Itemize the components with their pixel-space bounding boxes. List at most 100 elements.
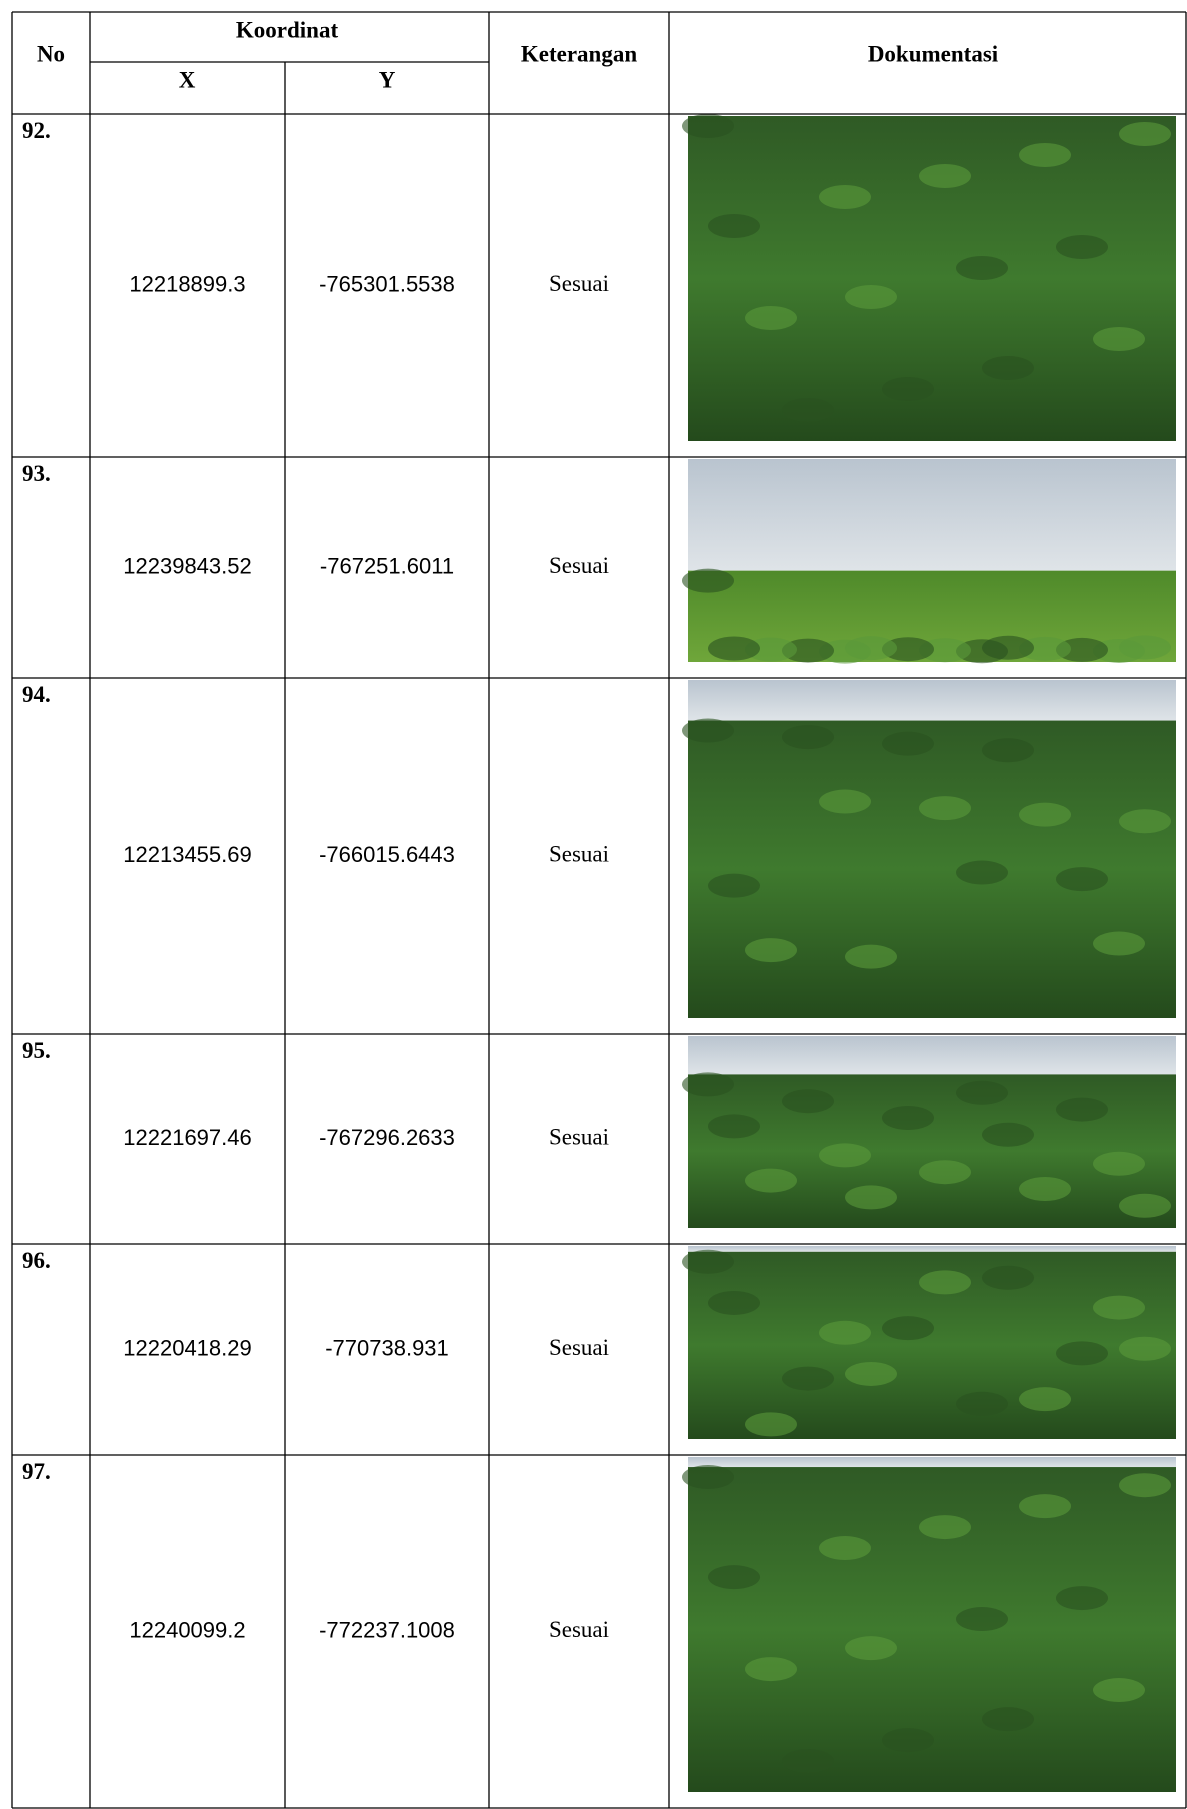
photo-leaf [682,568,734,593]
coord-y: -770738.931 [325,1335,449,1360]
photo-leaf [956,1080,1008,1105]
coord-y: -772237.1008 [319,1617,455,1642]
photo-leaf [708,873,760,898]
photo-leaf [682,1249,734,1274]
header-koordinat: Koordinat [236,17,339,42]
photo-leaf [1093,327,1145,351]
photo-leaf [745,1168,797,1193]
photo-leaf [1019,1494,1071,1519]
photo-leaf [956,1607,1008,1632]
photo-leaf [845,1636,897,1661]
header-y: Y [379,67,396,92]
photo-leaf [1056,235,1108,259]
header-no: No [37,41,65,66]
photo-leaf [919,796,971,821]
photo-leaf [682,1465,734,1490]
photo-leaf [845,285,897,309]
photo-leaf [1119,1473,1171,1498]
keterangan: Sesuai [549,841,609,866]
coord-x: 12239843.52 [123,553,251,578]
photo-leaf [745,1657,797,1682]
photo-leaf [919,1515,971,1540]
photo-leaf [682,114,734,138]
photo-leaf [819,185,871,209]
photo-leaf [708,636,760,661]
coord-x: 12240099.2 [129,1617,245,1642]
photo-leaf [882,1316,934,1341]
photo-leaf [745,306,797,330]
photo-leaf [1119,809,1171,834]
keterangan: Sesuai [549,1124,609,1149]
photo-foliage [688,720,1176,1018]
photo-leaf [1019,143,1071,167]
row-no: 97. [22,1459,51,1484]
keterangan: Sesuai [549,1617,609,1642]
photo-leaf [782,1089,834,1114]
photo-leaf [745,1412,797,1437]
photo-leaf [982,1707,1034,1732]
coord-x: 12220418.29 [123,1335,251,1360]
coord-y: -767251.6011 [320,553,454,578]
photo-leaf [845,944,897,969]
photo-leaf [782,398,834,422]
photo-leaf [819,1536,871,1561]
photo-leaf [882,637,934,662]
photo-leaf [682,1072,734,1097]
photo-leaf [982,738,1034,763]
photo-leaf [1093,1295,1145,1320]
coord-y: -765301.5538 [319,271,455,296]
photo-leaf [982,1122,1034,1147]
photo-leaf [1056,1341,1108,1366]
photo-sky [688,1457,1176,1468]
coord-x: 12218899.3 [129,271,245,296]
keterangan: Sesuai [549,1335,609,1360]
photo-leaf [956,256,1008,280]
photo-leaf [919,638,971,663]
photo-leaf [919,1160,971,1185]
keterangan: Sesuai [549,553,609,578]
photo-leaf [982,356,1034,380]
photo-leaf [1119,635,1171,660]
photo-leaf [1119,122,1171,146]
photo-leaf [1019,1177,1071,1201]
photo-leaf [845,636,897,661]
photo-leaf [882,1106,934,1130]
photo-leaf [1093,1151,1145,1176]
photo-leaf [1056,867,1108,892]
photo-leaf [919,164,971,188]
row-no: 93. [22,461,51,486]
photo-leaf [1093,1678,1145,1703]
header-keterangan: Keterangan [521,41,637,66]
photo-leaf [1056,1586,1108,1611]
photo-leaf [919,1270,971,1295]
photo-leaf [819,789,871,814]
coord-x: 12213455.69 [123,842,251,867]
coord-x: 12221697.46 [123,1125,251,1150]
photo-leaf [745,637,797,662]
photo-leaf [956,1391,1008,1416]
photo-leaf [819,1320,871,1345]
row-no: 96. [22,1248,51,1273]
photo-leaf [845,1185,897,1210]
photo-leaf [819,1143,871,1168]
photo-leaf [956,860,1008,885]
photo-leaf [845,1361,897,1386]
photo-sky [688,459,1176,571]
photo-leaf [1093,931,1145,956]
photo-leaf [982,1265,1034,1290]
coord-y: -767296.2633 [319,1125,455,1150]
coord-y: -766015.6443 [319,842,455,867]
photo-leaf [1019,802,1071,827]
photo-leaf [1056,1097,1108,1122]
photo-leaf [708,1114,760,1139]
header-x: X [179,67,196,92]
row-no: 94. [22,682,51,707]
header-dokumentasi: Dokumentasi [868,41,999,66]
photo-leaf [1119,1193,1171,1218]
photo-leaf [782,725,834,750]
photo-leaf [882,731,934,756]
photo-leaf [1019,1387,1071,1412]
photo-leaf [1019,636,1071,661]
photo-sky [688,1246,1176,1252]
